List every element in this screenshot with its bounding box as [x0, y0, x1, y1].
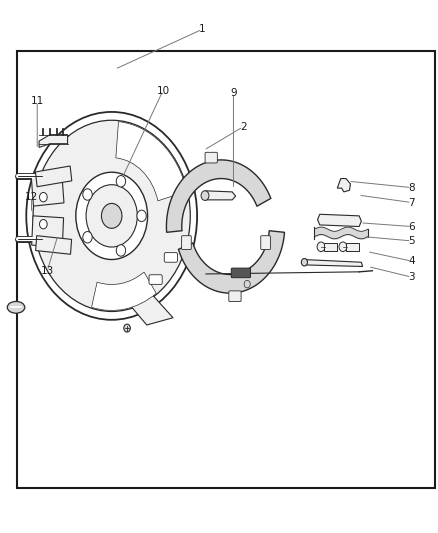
- Text: 12: 12: [25, 192, 38, 202]
- Polygon shape: [324, 243, 337, 251]
- Wedge shape: [116, 122, 187, 201]
- Polygon shape: [346, 243, 359, 251]
- Text: 1: 1: [199, 25, 206, 34]
- Circle shape: [39, 192, 47, 202]
- Bar: [17, 51, 435, 488]
- Text: 11: 11: [31, 96, 44, 106]
- Circle shape: [86, 185, 137, 247]
- Polygon shape: [337, 179, 350, 192]
- Circle shape: [339, 242, 347, 252]
- FancyBboxPatch shape: [149, 275, 162, 285]
- Text: 4: 4: [408, 256, 415, 266]
- Polygon shape: [166, 160, 271, 232]
- Polygon shape: [120, 289, 173, 325]
- Polygon shape: [35, 236, 71, 254]
- Polygon shape: [39, 135, 67, 148]
- FancyBboxPatch shape: [182, 236, 191, 249]
- Wedge shape: [92, 272, 156, 310]
- Text: 7: 7: [408, 198, 415, 207]
- Text: 3: 3: [408, 272, 415, 282]
- Polygon shape: [32, 216, 64, 247]
- Text: 9: 9: [230, 88, 237, 98]
- Circle shape: [83, 231, 92, 243]
- FancyBboxPatch shape: [231, 268, 251, 278]
- Polygon shape: [318, 214, 361, 227]
- FancyBboxPatch shape: [164, 253, 177, 262]
- Polygon shape: [202, 191, 236, 200]
- FancyBboxPatch shape: [229, 291, 241, 302]
- Text: 6: 6: [408, 222, 415, 231]
- Circle shape: [39, 220, 47, 229]
- Circle shape: [124, 324, 131, 332]
- Circle shape: [201, 191, 209, 200]
- Circle shape: [317, 242, 325, 252]
- Circle shape: [244, 280, 250, 288]
- Ellipse shape: [301, 259, 307, 266]
- Circle shape: [26, 112, 197, 320]
- Text: 2: 2: [240, 122, 247, 132]
- Circle shape: [83, 189, 92, 200]
- FancyBboxPatch shape: [205, 152, 217, 163]
- Circle shape: [33, 120, 190, 311]
- Text: 5: 5: [408, 236, 415, 246]
- Text: 13: 13: [41, 266, 54, 276]
- Circle shape: [116, 245, 126, 256]
- Text: 10: 10: [156, 86, 170, 95]
- Circle shape: [102, 204, 122, 228]
- Polygon shape: [179, 231, 285, 293]
- Circle shape: [76, 172, 148, 260]
- Text: 8: 8: [408, 183, 415, 192]
- Polygon shape: [304, 260, 363, 266]
- Polygon shape: [35, 166, 72, 187]
- Circle shape: [137, 210, 146, 222]
- FancyBboxPatch shape: [261, 236, 270, 249]
- Ellipse shape: [7, 302, 25, 313]
- FancyBboxPatch shape: [41, 239, 54, 249]
- Circle shape: [116, 175, 126, 187]
- Polygon shape: [31, 174, 64, 206]
